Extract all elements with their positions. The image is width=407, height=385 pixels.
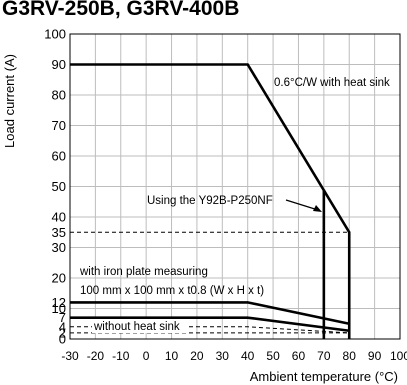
annotation-y92b-arrow bbox=[285, 199, 319, 211]
series-line bbox=[70, 301, 350, 326]
annotation-heat-sink: 0.6°C/W with heat sink bbox=[274, 77, 390, 89]
y-tick-label: 7 bbox=[59, 310, 66, 325]
y-tick-label: 20 bbox=[52, 271, 66, 286]
grid-lines bbox=[70, 34, 400, 339]
y-tick-label: 0 bbox=[59, 332, 66, 347]
x-tick-label: 100 bbox=[390, 349, 407, 363]
annotation-y92b-arrowhead bbox=[313, 205, 322, 212]
x-tick-label: 50 bbox=[266, 349, 280, 363]
annotation-iron-plate-2: 100 mm x 100 mm x t0.8 (W x H x t) bbox=[80, 285, 264, 297]
plot-frame bbox=[69, 33, 401, 340]
annotation-y92b: Using the Y92B-P250NF bbox=[147, 195, 273, 207]
y-tick-label: 80 bbox=[52, 88, 66, 103]
x-tick-label: -30 bbox=[61, 349, 79, 363]
y-axis-label: Load current (A) bbox=[2, 54, 17, 148]
chart-title: G3RV-250B, G3RV-400B bbox=[2, 0, 239, 20]
y-tick-label: 40 bbox=[52, 210, 66, 225]
annotation-no-heat-sink-bg bbox=[92, 319, 188, 333]
y-tick-label: 35 bbox=[52, 225, 66, 240]
x-tick-label: 10 bbox=[165, 349, 179, 363]
x-tick-label: -10 bbox=[112, 349, 130, 363]
reference-lines bbox=[70, 231, 350, 334]
x-tick-label: 60 bbox=[292, 349, 306, 363]
series-line bbox=[70, 63, 351, 339]
annotation-iron-plate-1: with iron plate measuring bbox=[79, 266, 208, 278]
annotation-no-heat-sink: without heat sink bbox=[93, 321, 180, 333]
x-tick-label: 30 bbox=[216, 349, 230, 363]
x-tick-label: -20 bbox=[87, 349, 105, 363]
y-tick-label: 90 bbox=[52, 57, 66, 72]
x-tick-label: 90 bbox=[368, 349, 382, 363]
y-tick-label: 4 bbox=[59, 319, 66, 334]
x-tick-label: 0 bbox=[143, 349, 150, 363]
y-tick-label: 70 bbox=[52, 118, 66, 133]
y-tick-label: 50 bbox=[52, 179, 66, 194]
x-tick-label: 20 bbox=[190, 349, 204, 363]
x-axis-label: Ambient temperature (°C) bbox=[250, 369, 398, 384]
y-tick-label: 12 bbox=[52, 295, 66, 310]
x-tick-label: 70 bbox=[317, 349, 331, 363]
x-tick-labels: -30 -20 -10 0 10 20 30 40 50 60 70 80 90 100 bbox=[61, 349, 407, 363]
y-tick-label: 100 bbox=[44, 27, 66, 42]
series-lines bbox=[70, 63, 351, 339]
y-tick-label: 10 bbox=[52, 301, 66, 316]
x-tick-label: 80 bbox=[343, 349, 357, 363]
x-tick-label: 40 bbox=[241, 349, 255, 363]
y-tick-label: 30 bbox=[52, 240, 66, 255]
y-tick-label: 60 bbox=[52, 149, 66, 164]
series-line bbox=[70, 316, 350, 333]
y-tick-label: 2 bbox=[59, 325, 66, 340]
